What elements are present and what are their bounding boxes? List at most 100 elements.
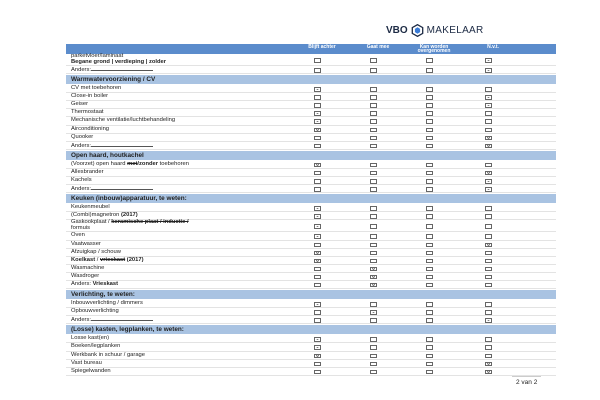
- checkbox-gaat-mee[interactable]: [370, 214, 377, 219]
- checkbox-gaat-mee[interactable]: [370, 187, 377, 192]
- checkbox-gaat-mee[interactable]: [370, 337, 377, 342]
- fill-in-line[interactable]: [90, 185, 153, 191]
- checkbox-blijft-achter[interactable]: [314, 162, 321, 168]
- checkbox-gaat-mee[interactable]: [370, 162, 377, 168]
- checkbox-blijft-achter[interactable]: [314, 127, 321, 133]
- checkbox-blijft-achter[interactable]: [314, 242, 321, 247]
- checkbox-blijft-achter[interactable]: [314, 119, 321, 124]
- checkbox-blijft-achter[interactable]: [314, 234, 321, 239]
- checkbox-kan-worden-overgenomen[interactable]: [426, 242, 433, 247]
- checkbox-nvt[interactable]: [485, 87, 492, 92]
- checkbox-nvt[interactable]: [485, 68, 492, 73]
- checkbox-blijft-achter[interactable]: [314, 302, 321, 307]
- checkbox-gaat-mee[interactable]: [370, 127, 377, 133]
- checkbox-blijft-achter[interactable]: [314, 135, 321, 141]
- checkbox-kan-worden-overgenomen[interactable]: [426, 58, 433, 63]
- checkbox-blijft-achter[interactable]: [314, 187, 321, 192]
- checkbox-gaat-mee[interactable]: [370, 224, 377, 229]
- checkbox-kan-worden-overgenomen[interactable]: [426, 258, 433, 264]
- checkbox-gaat-mee[interactable]: [370, 282, 377, 288]
- checkbox-blijft-achter[interactable]: [314, 224, 321, 229]
- checkbox-gaat-mee[interactable]: [370, 310, 377, 315]
- checkbox-blijft-achter[interactable]: [314, 361, 321, 367]
- checkbox-gaat-mee[interactable]: [370, 234, 377, 239]
- checkbox-nvt[interactable]: [485, 206, 492, 211]
- checkbox-nvt[interactable]: [485, 250, 492, 256]
- checkbox-nvt[interactable]: [485, 282, 492, 288]
- checkbox-blijft-achter[interactable]: [314, 179, 321, 184]
- checkbox-gaat-mee[interactable]: [370, 242, 377, 247]
- checkbox-kan-worden-overgenomen[interactable]: [426, 282, 433, 288]
- checkbox-gaat-mee[interactable]: [370, 250, 377, 256]
- checkbox-kan-worden-overgenomen[interactable]: [426, 361, 433, 367]
- checkbox-nvt[interactable]: [485, 353, 492, 359]
- checkbox-kan-worden-overgenomen[interactable]: [426, 87, 433, 92]
- checkbox-gaat-mee[interactable]: [370, 119, 377, 124]
- checkbox-gaat-mee[interactable]: [370, 274, 377, 280]
- checkbox-nvt[interactable]: [485, 302, 492, 307]
- checkbox-kan-worden-overgenomen[interactable]: [426, 345, 433, 350]
- checkbox-kan-worden-overgenomen[interactable]: [426, 162, 433, 168]
- checkbox-blijft-achter[interactable]: [314, 87, 321, 92]
- checkbox-kan-worden-overgenomen[interactable]: [426, 234, 433, 239]
- checkbox-kan-worden-overgenomen[interactable]: [426, 187, 433, 192]
- checkbox-nvt[interactable]: [485, 345, 492, 350]
- checkbox-nvt[interactable]: [485, 337, 492, 342]
- checkbox-gaat-mee[interactable]: [370, 170, 377, 176]
- checkbox-kan-worden-overgenomen[interactable]: [426, 179, 433, 184]
- fill-in-line[interactable]: [90, 316, 153, 322]
- checkbox-kan-worden-overgenomen[interactable]: [426, 135, 433, 141]
- checkbox-gaat-mee[interactable]: [370, 103, 377, 108]
- checkbox-nvt[interactable]: [485, 187, 492, 192]
- checkbox-nvt[interactable]: [485, 58, 492, 63]
- checkbox-gaat-mee[interactable]: [370, 95, 377, 100]
- checkbox-gaat-mee[interactable]: [370, 87, 377, 92]
- checkbox-nvt[interactable]: [485, 127, 492, 133]
- checkbox-gaat-mee[interactable]: [370, 206, 377, 211]
- checkbox-gaat-mee[interactable]: [370, 353, 377, 359]
- checkbox-nvt[interactable]: [485, 361, 492, 367]
- checkbox-kan-worden-overgenomen[interactable]: [426, 310, 433, 315]
- checkbox-kan-worden-overgenomen[interactable]: [426, 250, 433, 256]
- checkbox-blijft-achter[interactable]: [314, 318, 321, 323]
- checkbox-blijft-achter[interactable]: [314, 103, 321, 108]
- checkbox-gaat-mee[interactable]: [370, 68, 377, 73]
- checkbox-blijft-achter[interactable]: [314, 337, 321, 342]
- checkbox-blijft-achter[interactable]: [314, 170, 321, 176]
- checkbox-nvt[interactable]: [485, 318, 492, 323]
- checkbox-kan-worden-overgenomen[interactable]: [426, 302, 433, 307]
- checkbox-blijft-achter[interactable]: [314, 95, 321, 100]
- checkbox-nvt[interactable]: [485, 214, 492, 219]
- checkbox-gaat-mee[interactable]: [370, 345, 377, 350]
- checkbox-gaat-mee[interactable]: [370, 369, 377, 375]
- fill-in-line[interactable]: [90, 66, 153, 71]
- checkbox-blijft-achter[interactable]: [314, 369, 321, 375]
- checkbox-gaat-mee[interactable]: [370, 258, 377, 264]
- checkbox-nvt[interactable]: [485, 162, 492, 168]
- checkbox-nvt[interactable]: [485, 111, 492, 116]
- checkbox-kan-worden-overgenomen[interactable]: [426, 143, 433, 149]
- checkbox-nvt[interactable]: [485, 234, 492, 239]
- checkbox-kan-worden-overgenomen[interactable]: [426, 206, 433, 211]
- checkbox-blijft-achter[interactable]: [314, 345, 321, 350]
- checkbox-blijft-achter[interactable]: [314, 111, 321, 116]
- checkbox-gaat-mee[interactable]: [370, 111, 377, 116]
- checkbox-nvt[interactable]: [485, 369, 492, 375]
- checkbox-blijft-achter[interactable]: [314, 282, 321, 288]
- checkbox-blijft-achter[interactable]: [314, 214, 321, 219]
- checkbox-blijft-achter[interactable]: [314, 68, 321, 73]
- checkbox-kan-worden-overgenomen[interactable]: [426, 170, 433, 176]
- checkbox-nvt[interactable]: [485, 266, 492, 272]
- checkbox-blijft-achter[interactable]: [314, 206, 321, 211]
- checkbox-nvt[interactable]: [485, 135, 492, 141]
- checkbox-blijft-achter[interactable]: [314, 310, 321, 315]
- checkbox-blijft-achter[interactable]: [314, 250, 321, 256]
- checkbox-nvt[interactable]: [485, 242, 492, 247]
- checkbox-kan-worden-overgenomen[interactable]: [426, 111, 433, 116]
- checkbox-blijft-achter[interactable]: [314, 274, 321, 280]
- checkbox-blijft-achter[interactable]: [314, 353, 321, 359]
- checkbox-kan-worden-overgenomen[interactable]: [426, 337, 433, 342]
- checkbox-gaat-mee[interactable]: [370, 361, 377, 367]
- checkbox-kan-worden-overgenomen[interactable]: [426, 224, 433, 229]
- checkbox-gaat-mee[interactable]: [370, 135, 377, 141]
